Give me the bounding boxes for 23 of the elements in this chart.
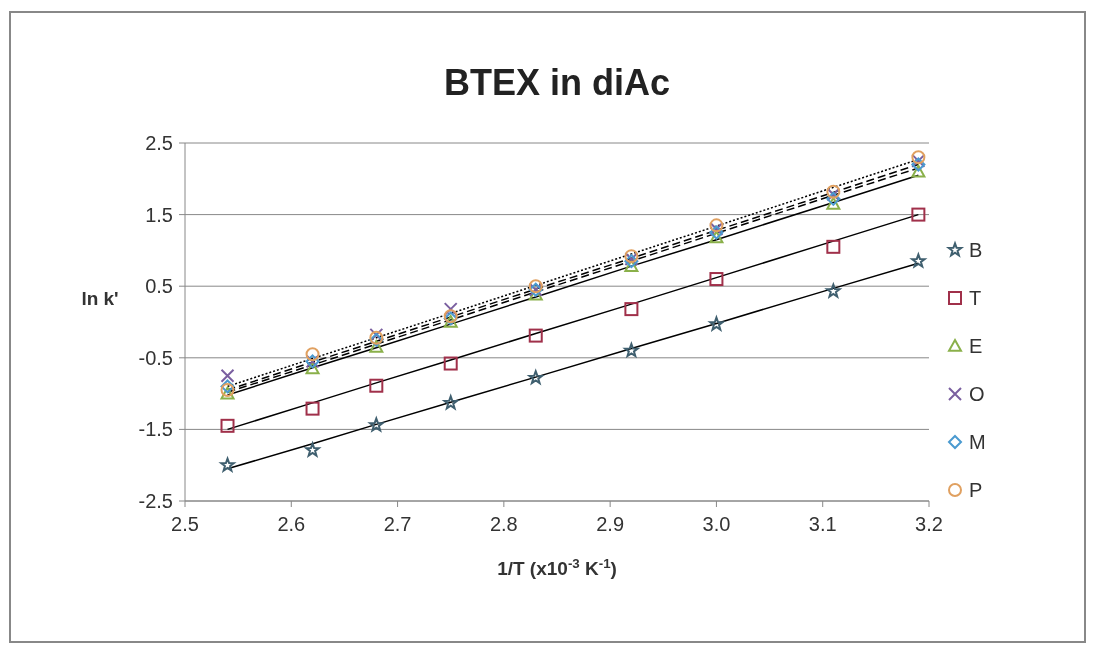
x-axis-title: 1/T (x10$^{-3}$ K$^{-1}$) xyxy=(497,555,617,579)
x-tick-label: 2.5 xyxy=(171,513,199,535)
y-tick-label: 2.5 xyxy=(145,132,173,154)
x-tick-label: 2.6 xyxy=(277,513,306,535)
x-tick-label: 3.1 xyxy=(808,513,837,535)
y-axis-title: ln k' xyxy=(81,288,119,309)
y-tick-label: -1.5 xyxy=(138,418,173,441)
x-tick-label: 2.7 xyxy=(383,513,412,535)
legend-label: O xyxy=(969,383,985,405)
x-tick-label: 3.0 xyxy=(702,513,731,535)
legend-label: P xyxy=(969,479,983,501)
legend-label: T xyxy=(969,287,982,309)
y-tick-label: 1.5 xyxy=(145,203,173,226)
legend-label: E xyxy=(969,335,983,357)
y-tick-label: -2.5 xyxy=(138,490,173,512)
x-tick-label: 2.9 xyxy=(596,513,625,535)
x-tick-label: 3.2 xyxy=(915,513,943,535)
x-tick-label: 2.8 xyxy=(489,513,518,535)
legend-label: M xyxy=(969,431,986,453)
y-tick-label: -0.5 xyxy=(138,346,173,369)
chart-title: BTEX in diAc xyxy=(443,62,671,103)
y-tick-label: 0.5 xyxy=(145,275,173,298)
legend-label: B xyxy=(969,239,983,261)
